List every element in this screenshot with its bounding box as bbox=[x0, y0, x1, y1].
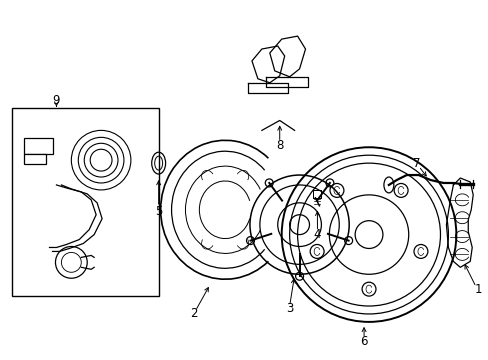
Text: 6: 6 bbox=[360, 335, 367, 348]
Text: 2: 2 bbox=[189, 307, 197, 320]
Bar bbox=[24, 154, 45, 164]
Text: 1: 1 bbox=[473, 283, 481, 296]
Text: 9: 9 bbox=[53, 94, 60, 107]
Text: 7: 7 bbox=[412, 157, 420, 170]
Text: 3: 3 bbox=[285, 302, 293, 315]
Text: 4: 4 bbox=[313, 228, 321, 241]
Bar bbox=[12, 108, 158, 296]
Bar bbox=[24, 138, 53, 154]
Text: 8: 8 bbox=[275, 139, 283, 152]
Text: 5: 5 bbox=[155, 205, 162, 218]
